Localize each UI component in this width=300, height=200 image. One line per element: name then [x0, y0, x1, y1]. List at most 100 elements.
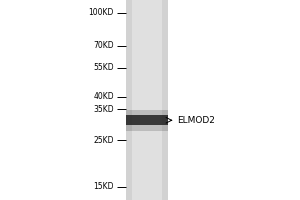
- Bar: [162, 88, 168, 89]
- Bar: [162, 57, 168, 58]
- Bar: [126, 183, 132, 184]
- Bar: [126, 16, 168, 17]
- Bar: [162, 152, 168, 153]
- Bar: [162, 139, 168, 140]
- Bar: [126, 136, 168, 137]
- Bar: [126, 31, 168, 32]
- Bar: [126, 159, 132, 160]
- Bar: [126, 116, 132, 117]
- Bar: [126, 149, 168, 150]
- Bar: [126, 124, 132, 125]
- Bar: [162, 24, 168, 25]
- Bar: [126, 146, 132, 147]
- Bar: [162, 107, 168, 108]
- Bar: [162, 32, 168, 33]
- Bar: [162, 40, 168, 41]
- Bar: [126, 54, 168, 55]
- Bar: [162, 106, 168, 107]
- Bar: [162, 121, 168, 122]
- Bar: [126, 156, 132, 157]
- Bar: [126, 115, 168, 125]
- Bar: [126, 153, 132, 154]
- Bar: [162, 110, 168, 111]
- Bar: [162, 120, 168, 121]
- Bar: [126, 65, 168, 66]
- Bar: [126, 193, 168, 194]
- Bar: [126, 24, 132, 25]
- Bar: [162, 29, 168, 30]
- Bar: [162, 80, 168, 81]
- Bar: [126, 167, 132, 168]
- Bar: [162, 93, 168, 94]
- Bar: [126, 194, 168, 195]
- Bar: [126, 160, 132, 161]
- Text: 70KD: 70KD: [93, 41, 114, 50]
- Bar: [126, 134, 132, 135]
- Bar: [162, 154, 168, 155]
- Bar: [126, 159, 168, 160]
- Bar: [162, 86, 168, 87]
- Bar: [126, 35, 132, 36]
- Bar: [162, 180, 168, 181]
- Bar: [126, 104, 168, 105]
- Bar: [162, 81, 168, 82]
- Bar: [126, 57, 168, 58]
- Bar: [162, 10, 168, 11]
- Bar: [162, 5, 168, 6]
- Bar: [126, 97, 132, 98]
- Bar: [162, 51, 168, 52]
- Bar: [126, 177, 132, 178]
- Bar: [162, 138, 168, 139]
- Bar: [126, 153, 168, 154]
- Bar: [162, 92, 168, 93]
- Bar: [126, 182, 132, 183]
- Bar: [126, 27, 168, 28]
- Bar: [162, 99, 168, 100]
- Bar: [126, 98, 168, 99]
- Bar: [126, 102, 168, 103]
- Bar: [126, 66, 168, 67]
- Bar: [126, 194, 132, 195]
- Bar: [162, 172, 168, 173]
- Bar: [126, 123, 168, 124]
- Bar: [126, 196, 168, 197]
- Bar: [126, 141, 132, 142]
- Bar: [162, 43, 168, 44]
- Bar: [126, 56, 132, 57]
- Bar: [126, 187, 168, 188]
- Bar: [162, 168, 168, 169]
- Bar: [162, 104, 168, 105]
- Bar: [126, 4, 132, 5]
- Bar: [162, 54, 168, 55]
- Bar: [126, 58, 168, 59]
- Bar: [162, 137, 168, 138]
- Bar: [126, 42, 132, 43]
- Bar: [126, 135, 168, 136]
- Bar: [126, 120, 132, 121]
- Bar: [126, 166, 132, 167]
- Bar: [162, 46, 168, 47]
- Bar: [162, 4, 168, 5]
- Bar: [162, 174, 168, 175]
- Bar: [162, 158, 168, 159]
- Bar: [126, 186, 168, 187]
- Bar: [162, 199, 168, 200]
- Bar: [162, 25, 168, 26]
- Bar: [126, 0, 132, 1]
- Bar: [126, 129, 132, 130]
- Bar: [162, 116, 168, 117]
- Bar: [126, 161, 132, 162]
- Bar: [126, 59, 132, 60]
- Bar: [162, 155, 168, 156]
- Bar: [162, 67, 168, 68]
- Bar: [162, 91, 168, 92]
- Bar: [126, 97, 168, 98]
- Bar: [126, 71, 168, 72]
- Bar: [126, 83, 168, 84]
- Bar: [126, 172, 168, 173]
- Bar: [126, 5, 132, 6]
- Bar: [126, 41, 132, 42]
- Bar: [126, 66, 132, 67]
- Bar: [162, 193, 168, 194]
- Bar: [162, 149, 168, 150]
